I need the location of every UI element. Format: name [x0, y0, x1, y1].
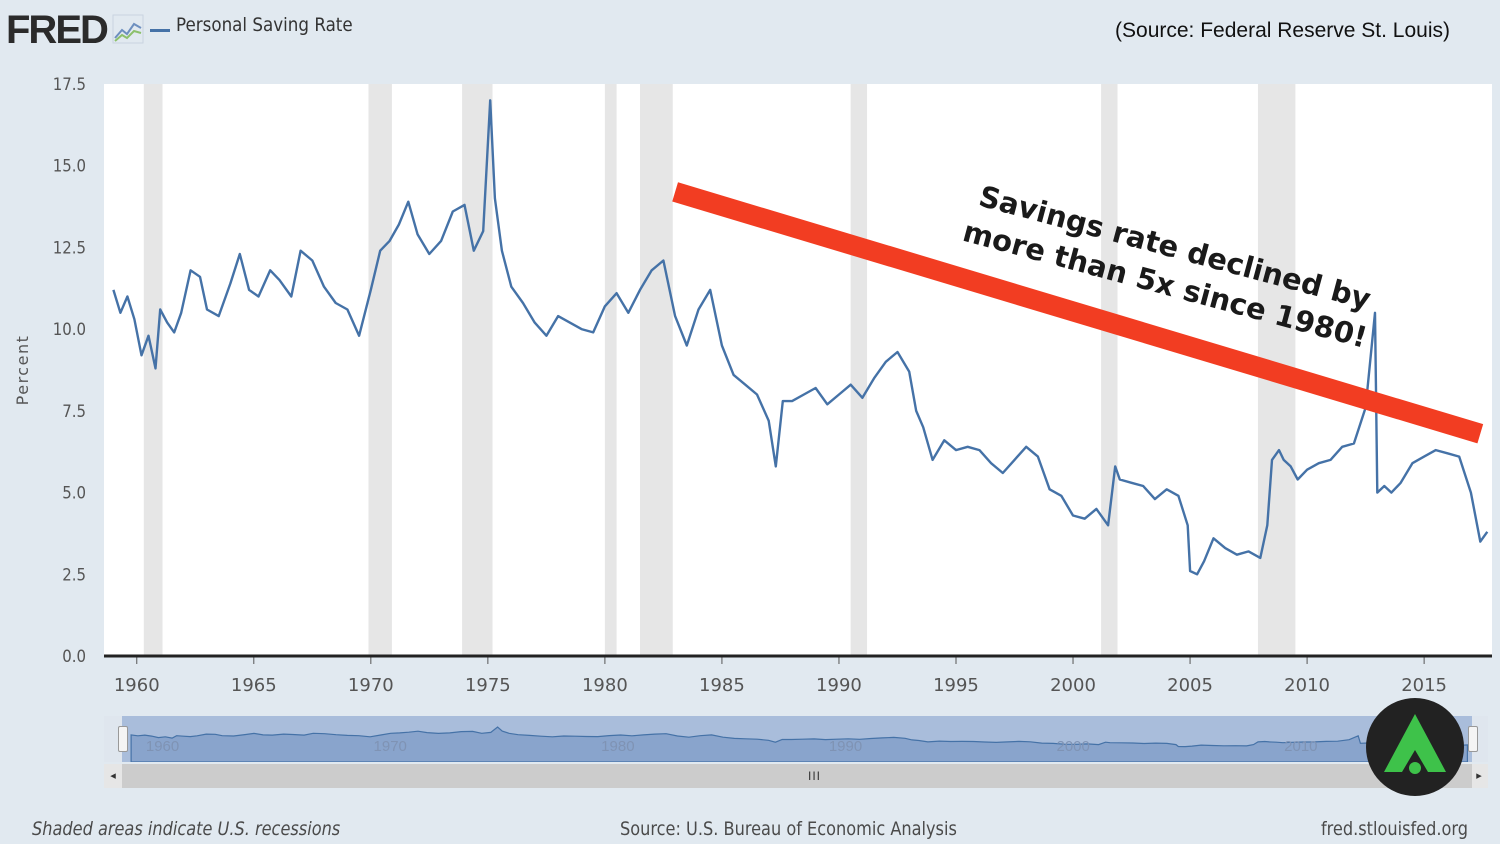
x-tick-label: 1980 [582, 675, 628, 696]
navigator[interactable]: 1960 1970 1980 1990 2000 2010 [104, 716, 1488, 762]
trend-arrow [672, 182, 1484, 444]
navigator-area [130, 726, 1468, 762]
y-tick-label: 2.5 [62, 564, 86, 584]
site-link[interactable]: fred.stlouisfed.org [1320, 818, 1468, 840]
recession-bands [143, 84, 1296, 656]
y-tick-label: 10.0 [53, 319, 86, 339]
recession-note: Shaded areas indicate U.S. recessions [32, 818, 341, 840]
navigator-year-label: 1980 [601, 738, 635, 755]
y-tick-label: 7.5 [62, 401, 86, 421]
up-arrow-icon [1384, 714, 1446, 774]
navigator-left-handle[interactable] [118, 726, 128, 752]
recession-band [462, 84, 493, 656]
y-tick-label: 5.0 [62, 483, 86, 503]
y-tick-label: 0.0 [62, 646, 86, 666]
x-tick-label: 1995 [933, 675, 979, 696]
navigator-year-label: 1960 [145, 738, 180, 755]
legend-line-swatch [150, 29, 170, 32]
x-tick-label: 2000 [1050, 675, 1096, 696]
y-tick-label: 17.5 [53, 74, 86, 94]
navigator-year-label: 2010 [1284, 738, 1318, 755]
recession-band [640, 84, 673, 656]
x-axis-ticks: 1960 1965 1970 1975 1980 1985 1990 1995 2000 2005… [114, 656, 1447, 696]
legend-series-label[interactable]: Personal Saving Rate [176, 14, 353, 36]
navigator-year-label: 2000 [1056, 738, 1090, 755]
x-tick-label: 1965 [231, 675, 277, 696]
x-tick-label: 1975 [465, 675, 511, 696]
x-tick-label: 1960 [114, 675, 160, 696]
x-tick-label: 2010 [1284, 675, 1330, 696]
navigator-year-label: 1990 [828, 738, 863, 755]
scroll-right-arrow[interactable]: ▸ [1476, 770, 1482, 782]
recession-band [850, 84, 868, 656]
y-axis-label: Percent [13, 335, 32, 406]
scroll-grip[interactable]: III [808, 769, 822, 783]
fred-logo[interactable]: FRED [6, 8, 109, 52]
scroll-thumb[interactable]: III [122, 764, 1472, 788]
navigator-panel: 1960 1970 1980 1990 2000 2010 ◂ III ▸ [104, 716, 1488, 788]
x-tick-label: 2005 [1167, 675, 1213, 696]
series-line-personal-saving-rate[interactable] [112, 99, 1489, 576]
y-tick-label: 12.5 [53, 238, 86, 258]
y-tick-label: 15.0 [53, 156, 86, 176]
scroll-left-arrow[interactable]: ◂ [110, 770, 116, 782]
saving-rate-chart: 0.0 2.5 5.0 7.5 10.0 12.5 15.0 17.5 1960 1965 197… [13, 74, 1492, 696]
fred-chart-icon [112, 14, 144, 44]
navigator-year-label: 1970 [373, 738, 407, 755]
x-tick-label: 1990 [816, 675, 862, 696]
x-tick-label: 1970 [348, 675, 394, 696]
recession-band [604, 84, 617, 656]
recession-band [143, 84, 163, 656]
source-note: (Source: Federal Reserve St. Louis) [1115, 19, 1450, 42]
navigator-right-handle[interactable] [1468, 726, 1478, 752]
x-tick-label: 1985 [699, 675, 745, 696]
navigator-series [130, 726, 1468, 762]
x-tick-label: 2015 [1401, 675, 1447, 696]
recession-band [1101, 84, 1118, 656]
y-axis-ticks: 0.0 2.5 5.0 7.5 10.0 12.5 15.0 17.5 [53, 74, 86, 666]
chart-header: FRED Personal Saving Rate (Source: Feder… [0, 0, 1500, 70]
channel-badge [1366, 698, 1464, 796]
scrollbar[interactable]: ◂ III ▸ [104, 764, 1488, 788]
data-source: Source: U.S. Bureau of Economic Analysis [620, 818, 957, 840]
recession-band [368, 84, 392, 656]
